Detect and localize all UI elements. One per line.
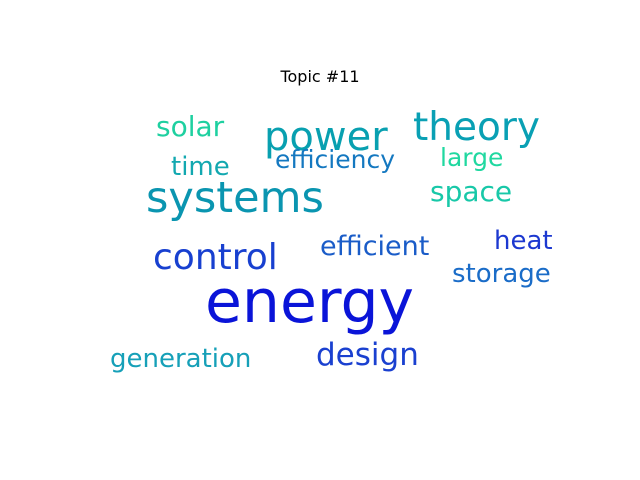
word-storage: storage: [452, 259, 551, 289]
word-efficiency: efficiency: [275, 145, 396, 174]
word-efficient: efficient: [320, 231, 430, 262]
word-time: time: [171, 152, 230, 182]
word-design: design: [316, 337, 419, 373]
word-control: control: [153, 237, 278, 278]
word-space: space: [430, 175, 513, 208]
word-large: large: [440, 143, 504, 172]
word-systems: systems: [146, 173, 324, 223]
word-energy: energy: [205, 267, 415, 337]
topic-title: Topic #11: [280, 67, 360, 86]
word-solar: solar: [156, 110, 225, 143]
word-theory: theory: [413, 105, 540, 150]
word-generation: generation: [110, 344, 252, 374]
word-power: power: [264, 114, 388, 160]
word-heat: heat: [494, 226, 553, 256]
